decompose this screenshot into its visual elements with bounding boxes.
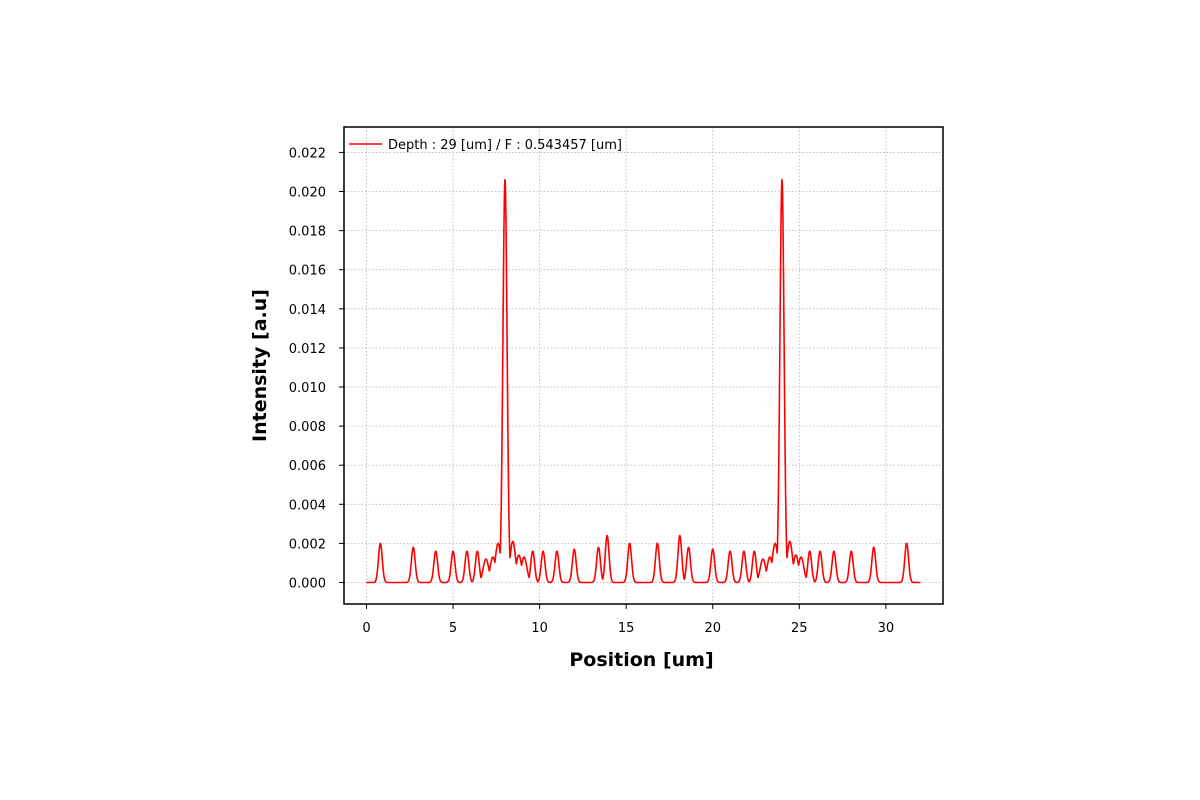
series-line bbox=[365, 178, 922, 584]
x-tick-label: 20 bbox=[704, 621, 721, 636]
x-tick-label: 5 bbox=[449, 621, 457, 636]
y-tick-label: 0.008 bbox=[289, 420, 326, 435]
y-tick-label: 0.000 bbox=[289, 576, 326, 591]
grid-lines bbox=[344, 127, 943, 604]
x-tick-label: 15 bbox=[618, 621, 635, 636]
y-tick-label: 0.006 bbox=[289, 459, 326, 474]
y-tick-label: 0.014 bbox=[289, 303, 326, 318]
axis-ticks: 0 5 10 15 20 25 30 0.000 0.002 0.004 0.006 0.008 0.0… bbox=[289, 146, 894, 636]
y-tick-label: 0.004 bbox=[289, 498, 326, 513]
x-tick-label: 0 bbox=[362, 621, 370, 636]
legend-label: Depth : 29 [um] / F : 0.543457 [um] bbox=[388, 138, 622, 153]
y-tick-label: 0.002 bbox=[289, 537, 326, 552]
plot-frame bbox=[343, 126, 944, 605]
y-tick-label: 0.012 bbox=[289, 342, 326, 357]
y-tick-label: 0.016 bbox=[289, 264, 326, 279]
y-tick-label: 0.020 bbox=[289, 186, 326, 201]
peak-point bbox=[504, 179, 506, 181]
legend: Depth : 29 [um] / F : 0.543457 [um] bbox=[349, 138, 622, 153]
y-tick-label: 0.022 bbox=[289, 146, 326, 161]
peak-point bbox=[781, 179, 783, 181]
x-tick-label: 25 bbox=[791, 621, 808, 636]
x-tick-label: 30 bbox=[878, 621, 895, 636]
y-axis-title: Intensity [a.u] bbox=[249, 289, 271, 442]
series-layer bbox=[365, 178, 922, 584]
x-tick-label: 10 bbox=[531, 621, 548, 636]
y-tick-label: 0.010 bbox=[289, 381, 326, 396]
x-axis-title: Position [um] bbox=[569, 649, 713, 671]
y-tick-label: 0.018 bbox=[289, 225, 326, 240]
